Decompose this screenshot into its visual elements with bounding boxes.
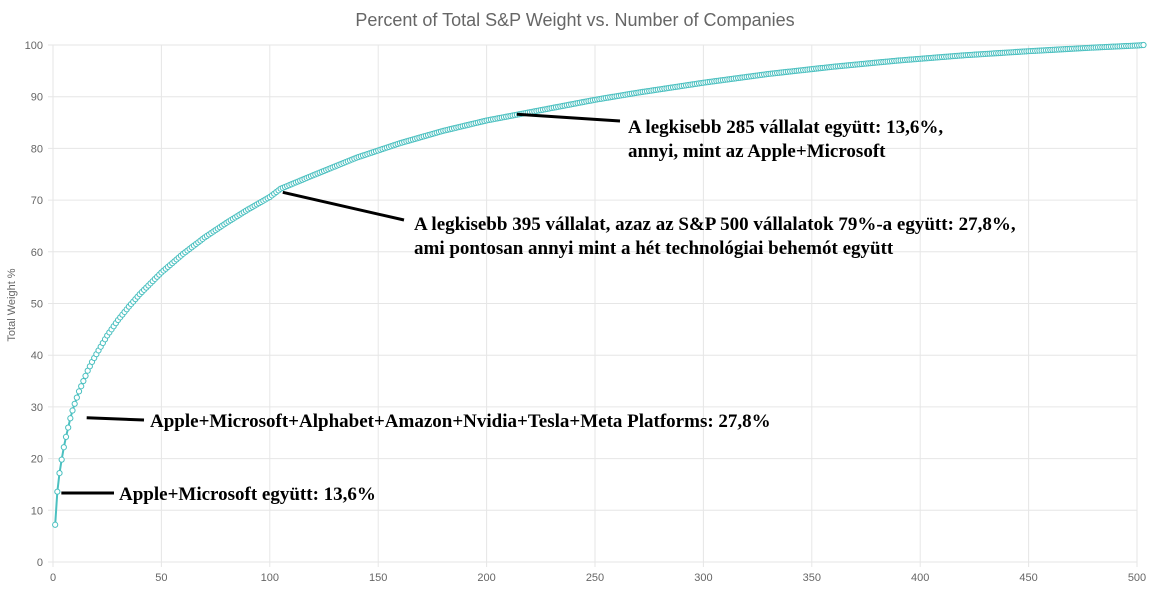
x-tick-label: 250 [586,572,604,584]
y-axis-label: Total Weight % [6,268,18,341]
data-point [54,488,61,495]
series-line [54,44,1144,525]
data-point [56,469,63,477]
y-axis-ticks: 0 10 20 30 40 50 60 70 80 90 100 [25,40,43,569]
annotation-pointer [282,190,405,222]
chart-title: Percent of Total S&P Weight vs. Number o… [355,10,794,30]
x-tick-label: 400 [911,572,929,584]
x-tick-label: 150 [369,572,387,584]
series-total-weight [52,41,1147,528]
y-tick-label: 70 [31,195,43,207]
x-tick-label: 300 [694,572,712,584]
data-point [67,415,74,422]
annotation-text: ami pontosan annyi mint a hét technológi… [414,238,894,259]
data-point [82,372,89,379]
data-point [71,400,78,407]
x-tick-label: 0 [50,572,56,584]
x-tick-label: 50 [155,572,167,584]
y-tick-label: 40 [31,350,43,362]
y-tick-label: 90 [31,92,43,104]
data-point [69,407,76,414]
x-tick-label: 100 [261,572,279,584]
data-point [52,521,59,528]
data-point [1140,41,1147,49]
data-point [58,456,65,463]
y-tick-label: 0 [37,557,43,569]
y-tick-label: 60 [31,247,43,259]
y-tick-label: 80 [31,143,43,155]
x-tick-label: 450 [1019,572,1037,584]
annotation-pointer [86,416,145,422]
y-tick-label: 10 [31,505,43,517]
data-point [80,377,87,385]
data-point [78,383,85,390]
annotation-text: Apple+Microsoft+Alphabet+Amazon+Nvidia+T… [150,411,771,432]
y-tick-label: 30 [31,402,43,414]
x-tick-label: 350 [803,572,821,584]
annotation-pointer [516,112,621,123]
y-tick-label: 100 [25,40,43,52]
annotation-text: Apple+Microsoft együtt: 13,6% [119,484,376,505]
x-tick-label: 200 [477,572,495,584]
data-point [60,444,67,451]
data-point [65,424,72,431]
data-point [73,394,80,401]
grid [48,44,1138,567]
data-point [62,433,70,440]
x-tick-label: 500 [1128,572,1146,584]
x-axis-ticks: 0 50 100 150 200 250 300 350 400 450 500 [50,572,1146,584]
annotation-text: A legkisebb 395 vállalat, azaz az S&P 50… [414,214,1016,235]
data-point [75,388,83,395]
annotations: A legkisebb 285 vállalat együtt: 13,6%, a… [61,112,1016,505]
annotation-text: annyi, mint az Apple+Microsoft [628,141,886,162]
annotation-text: A legkisebb 285 vállalat együtt: 13,6%, [628,117,943,138]
y-tick-label: 20 [31,454,43,466]
y-tick-label: 50 [31,299,43,311]
